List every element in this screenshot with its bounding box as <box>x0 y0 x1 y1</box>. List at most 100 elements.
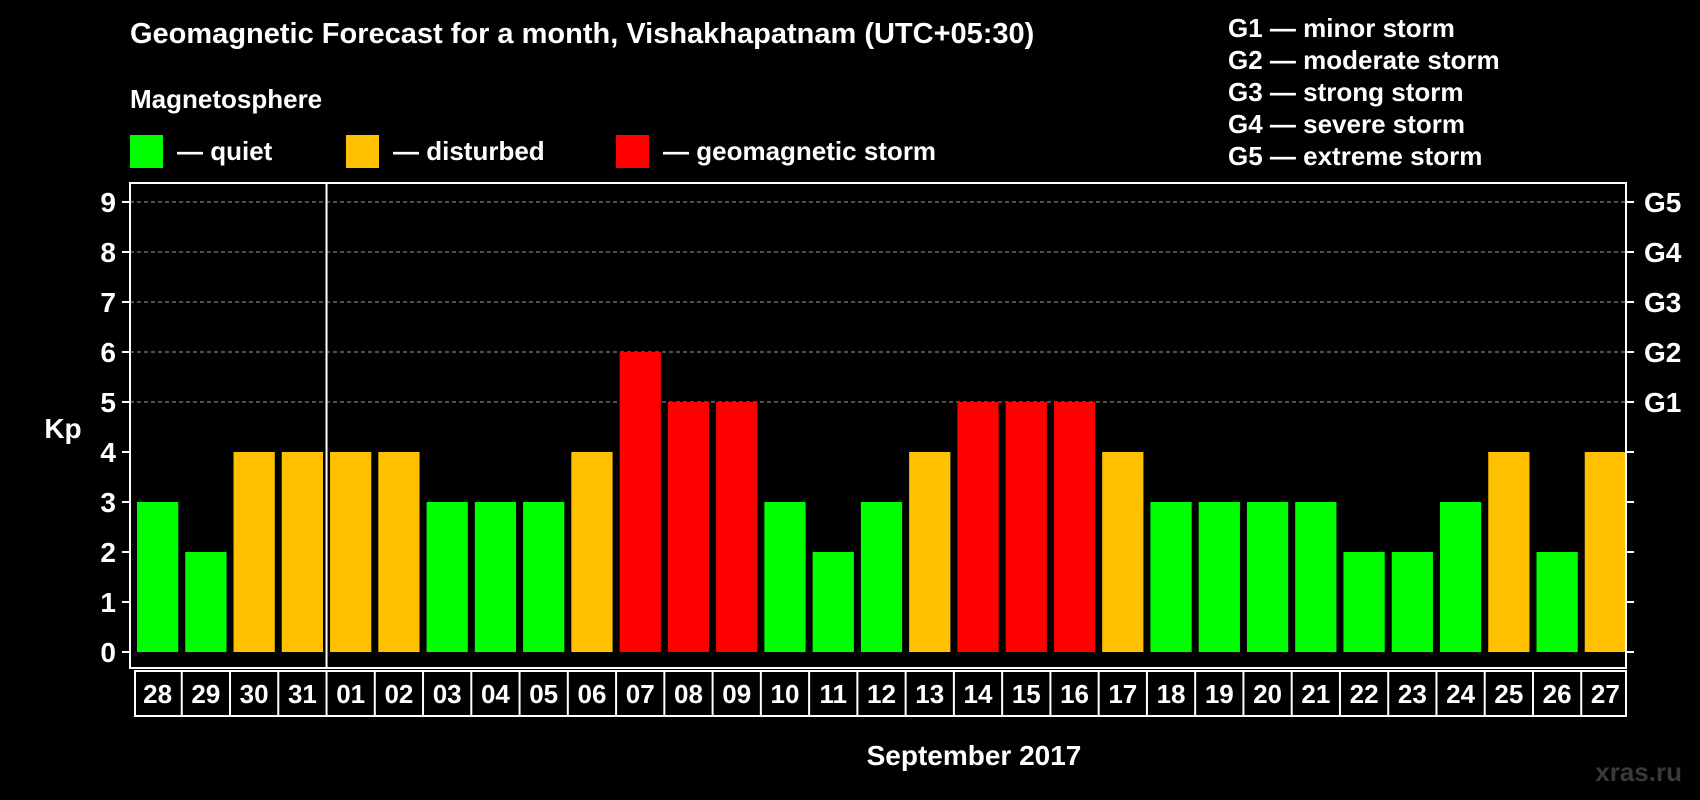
legend-label-storm: — geomagnetic storm <box>663 135 937 166</box>
section-label: Magnetosphere <box>130 84 323 114</box>
x-tick-label: 14 <box>964 679 993 709</box>
x-tick-label: 07 <box>626 679 655 709</box>
bar-24 <box>1439 502 1482 652</box>
grid-layer <box>130 201 1626 403</box>
x-tick-label: 26 <box>1543 679 1572 709</box>
chart-title: Geomagnetic Forecast for a month, Vishak… <box>130 18 1035 50</box>
y-tick-label: 0 <box>100 637 116 668</box>
x-tick-label: 12 <box>867 679 896 709</box>
y-tick-label: 4 <box>100 437 116 468</box>
x-tick-label: 02 <box>384 679 413 709</box>
storm-scale-g3: G3 — strong storm <box>1228 77 1464 107</box>
y-tick-label: 5 <box>100 387 116 418</box>
storm-scale-g1: G1 — minor storm <box>1228 13 1455 43</box>
x-tick-label: 18 <box>1157 679 1186 709</box>
bar-12 <box>860 502 903 652</box>
x-tick-label: 31 <box>288 679 317 709</box>
legend-storm: — geomagnetic storm <box>616 134 936 168</box>
x-tick-label: 04 <box>481 679 510 709</box>
y-axis-label: Kp <box>44 413 81 444</box>
x-tick-label: 03 <box>433 679 462 709</box>
right-tick-label: G5 <box>1644 187 1681 218</box>
x-label-strip <box>134 670 1627 717</box>
bar-27 <box>1584 452 1626 652</box>
x-tick-label: 13 <box>915 679 944 709</box>
right-tick-label: G4 <box>1644 237 1682 268</box>
x-tick-label: 24 <box>1446 679 1475 709</box>
x-tick-label: 30 <box>240 679 269 709</box>
bar-13 <box>909 452 951 652</box>
x-tick-label: 15 <box>1012 679 1041 709</box>
legend-swatch-quiet <box>130 134 163 168</box>
bar-11 <box>812 552 854 652</box>
right-tick-label: G2 <box>1644 337 1681 368</box>
storm-scale-legend: G1 — minor storm G2 — moderate storm G3 … <box>1228 12 1500 172</box>
x-tick-label: 09 <box>722 679 751 709</box>
x-tick-label: 11 <box>819 679 847 709</box>
bar-18 <box>1150 502 1192 652</box>
x-tick-label: 08 <box>674 679 703 709</box>
right-tick-label: G1 <box>1644 387 1681 418</box>
x-tick-label: 10 <box>771 679 800 709</box>
x-tick-label: 28 <box>143 679 172 709</box>
x-tick-label: 20 <box>1253 679 1282 709</box>
bar-22 <box>1343 552 1385 652</box>
bar-01 <box>330 452 372 652</box>
bar-06 <box>571 452 613 652</box>
bar-04 <box>474 502 517 652</box>
bar-26 <box>1536 552 1578 652</box>
watermark: xras.ru <box>1595 757 1682 787</box>
bar-21 <box>1295 502 1337 652</box>
storm-scale-g5: G5 — extreme storm <box>1228 141 1483 171</box>
legend-quiet: — quiet <box>130 134 272 168</box>
storm-scale-g2: G2 — moderate storm <box>1228 45 1500 75</box>
x-tick-label: 19 <box>1205 679 1234 709</box>
bar-16 <box>1053 402 1096 652</box>
y-tick-label: 1 <box>100 587 116 618</box>
bar-15 <box>1005 402 1047 652</box>
y-axis: 0 1 2 3 4 5 6 7 8 9 <box>100 187 130 668</box>
x-tick-label: 17 <box>1108 679 1137 709</box>
bar-17 <box>1102 452 1144 652</box>
x-tick-label: 16 <box>1060 679 1089 709</box>
y-tick-label: 3 <box>100 487 116 518</box>
bar-05 <box>523 502 565 652</box>
x-axis-label: September 2017 <box>867 740 1082 771</box>
bar-30 <box>233 452 275 652</box>
bar-08 <box>667 402 710 652</box>
bar-02 <box>378 452 420 652</box>
x-tick-label: 29 <box>191 679 220 709</box>
y-tick-label: 9 <box>100 187 116 218</box>
y-tick-label: 7 <box>100 287 116 318</box>
bar-25 <box>1488 452 1530 652</box>
bar-23 <box>1391 552 1433 652</box>
plot-frame <box>129 182 1627 669</box>
x-tick-label: 23 <box>1398 679 1427 709</box>
bar-28 <box>137 502 179 652</box>
bar-19 <box>1198 502 1240 652</box>
bar-29 <box>185 552 227 652</box>
x-tick-label: 06 <box>577 679 606 709</box>
bar-10 <box>764 502 806 652</box>
bar-03 <box>426 502 468 652</box>
bars-layer <box>137 352 1626 652</box>
legend-swatch-disturbed <box>346 134 379 168</box>
x-tick-label: 21 <box>1301 679 1330 709</box>
legend-label-quiet: — quiet <box>177 135 273 166</box>
bar-14 <box>957 402 999 652</box>
x-tick-label: 01 <box>336 679 365 709</box>
y-tick-label: 2 <box>100 537 116 568</box>
x-tick-label: 25 <box>1494 679 1523 709</box>
bar-07 <box>619 352 661 652</box>
legend-swatch-storm <box>616 134 649 168</box>
legend-label-disturbed: — disturbed <box>393 135 545 166</box>
y-tick-label: 6 <box>100 337 116 368</box>
y-tick-label: 8 <box>100 237 116 268</box>
x-tick-label: 27 <box>1591 679 1620 709</box>
x-tick-label: 05 <box>529 679 558 709</box>
right-tick-label: G3 <box>1644 287 1681 318</box>
x-axis: 28 29 30 31 01 02 03 04 05 06 07 08 09 10 11 12 13 14 15 16… <box>134 670 1627 717</box>
bar-09 <box>716 402 758 652</box>
legend-disturbed: — disturbed <box>346 134 545 168</box>
